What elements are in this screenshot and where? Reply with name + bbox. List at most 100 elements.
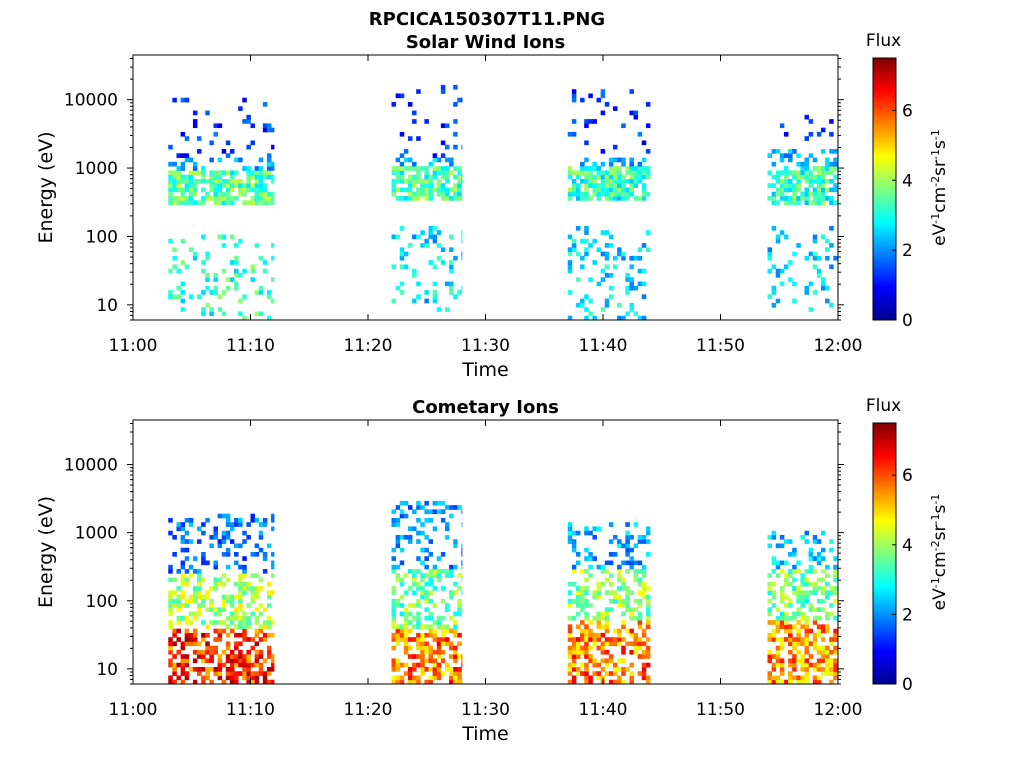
spectrogram-cell: [567, 187, 573, 193]
spectrogram-cell: [461, 577, 463, 583]
spectrogram-cell: [238, 615, 243, 621]
spectrogram-cell: [783, 679, 789, 685]
spectrogram-cell: [271, 255, 275, 261]
spectrogram-cell: [588, 675, 593, 681]
spectrogram-cell: [180, 564, 186, 570]
spectrogram-cell: [804, 569, 810, 574]
spectrogram-cell: [266, 594, 272, 600]
spectrogram-cell: [645, 615, 651, 621]
spectrogram-cell: [580, 645, 585, 651]
spectrogram-cell: [428, 509, 434, 515]
spectrogram-cell: [407, 679, 413, 685]
spectrogram-cell: [796, 675, 801, 681]
spectrogram-cell: [225, 183, 231, 188]
spectrogram-cell: [172, 264, 177, 270]
spectrogram-cell: [779, 569, 785, 574]
spectrogram-cell: [205, 110, 210, 116]
spectrogram-cell: [168, 679, 173, 685]
spectrogram-cell: [567, 191, 573, 197]
spectrogram-cell: [416, 654, 421, 659]
spectrogram-cell: [625, 543, 630, 549]
spectrogram-cell: [246, 649, 251, 655]
spectrogram-cell: [788, 671, 793, 676]
spectrogram-cell: [571, 581, 577, 587]
spectrogram-cell: [641, 315, 647, 321]
spectrogram-cell: [391, 102, 397, 107]
spectrogram-cell: [217, 675, 223, 681]
spectrogram-cell: [584, 645, 589, 651]
spectrogram-cell: [645, 123, 651, 129]
spectrogram-cell: [412, 577, 417, 583]
colorbar-tick-label: 6: [902, 466, 913, 486]
spectrogram-cell: [258, 586, 264, 591]
spectrogram-cell: [412, 675, 417, 681]
spectrogram-cell: [420, 624, 425, 630]
spectrogram-cell: [461, 234, 463, 240]
spectrogram-cell: [184, 183, 190, 188]
spectrogram-cell: [184, 200, 190, 205]
spectrogram-cell: [808, 569, 814, 574]
spectrogram-cell: [453, 675, 458, 681]
spectrogram-cell: [172, 247, 177, 253]
spectrogram-cell: [180, 161, 186, 167]
spectrogram-cell: [592, 315, 597, 321]
spectrogram-cell: [428, 577, 434, 583]
spectrogram-cell: [833, 645, 838, 651]
spectrogram-cell: [596, 615, 602, 621]
spectrogram-cell: [584, 166, 589, 171]
spectrogram-cell: [266, 679, 272, 685]
spectrogram-cell: [399, 509, 405, 515]
spectrogram-cell: [205, 285, 210, 291]
x-tick-label: 11:10: [226, 336, 275, 356]
spectrogram-cell: [213, 530, 218, 536]
spectrogram-cell: [621, 581, 626, 587]
spectrogram-cell: [800, 679, 805, 685]
spectrogram-cell: [788, 157, 793, 163]
spectrogram-cell: [444, 505, 450, 510]
spectrogram-cell: [197, 294, 202, 300]
spectrogram-cell: [258, 577, 264, 583]
spectrogram-cell: [645, 649, 651, 655]
spectrogram-cell: [621, 624, 626, 630]
spectrogram-cell: [391, 611, 397, 617]
spectrogram-cell: [444, 178, 450, 184]
spectrogram-cell: [796, 187, 801, 193]
spectrogram-cell: [209, 607, 214, 613]
spectrogram-cell: [567, 234, 573, 240]
panel-title: Solar Wind Ions: [406, 32, 565, 53]
spectrogram-cell: [184, 615, 190, 621]
spectrogram-cell: [424, 658, 429, 664]
spectrogram-cell: [567, 526, 573, 532]
spectrogram-cell: [246, 522, 251, 527]
spectrogram-cell: [800, 174, 805, 180]
spectrogram-cell: [399, 662, 405, 668]
spectrogram-cell: [184, 658, 190, 664]
spectrogram-cell: [783, 637, 789, 642]
spectrogram-cell: [584, 191, 589, 197]
spectrogram-cell: [428, 196, 434, 201]
spectrogram-cell: [184, 637, 190, 642]
spectrogram-cell: [234, 679, 239, 685]
x-tick-label: 11:30: [461, 336, 510, 356]
spectrogram-cell: [172, 666, 177, 672]
spectrogram-cell: [641, 662, 647, 668]
spectrogram-cell: [205, 675, 210, 681]
spectrogram-cell: [225, 200, 231, 205]
spectrogram-cell: [783, 264, 789, 270]
spectrogram-cell: [645, 624, 651, 630]
spectrogram-cell: [800, 658, 805, 664]
spectrogram-cell: [633, 560, 639, 566]
spectrogram-cell: [184, 517, 190, 523]
spectrogram-cell: [633, 110, 639, 116]
spectrogram-cell: [391, 675, 397, 681]
spectrogram-cell: [416, 624, 421, 630]
spectrogram-cell: [808, 662, 814, 668]
spectrogram-cell: [453, 564, 458, 570]
spectrogram-cell: [816, 191, 822, 197]
spectrogram-cell: [812, 666, 818, 672]
spectrogram-cell: [808, 307, 814, 312]
spectrogram-cell: [242, 586, 247, 591]
spectrogram-cell: [205, 649, 210, 655]
spectrogram-cell: [449, 645, 454, 651]
spectrogram-cell: [571, 645, 577, 651]
